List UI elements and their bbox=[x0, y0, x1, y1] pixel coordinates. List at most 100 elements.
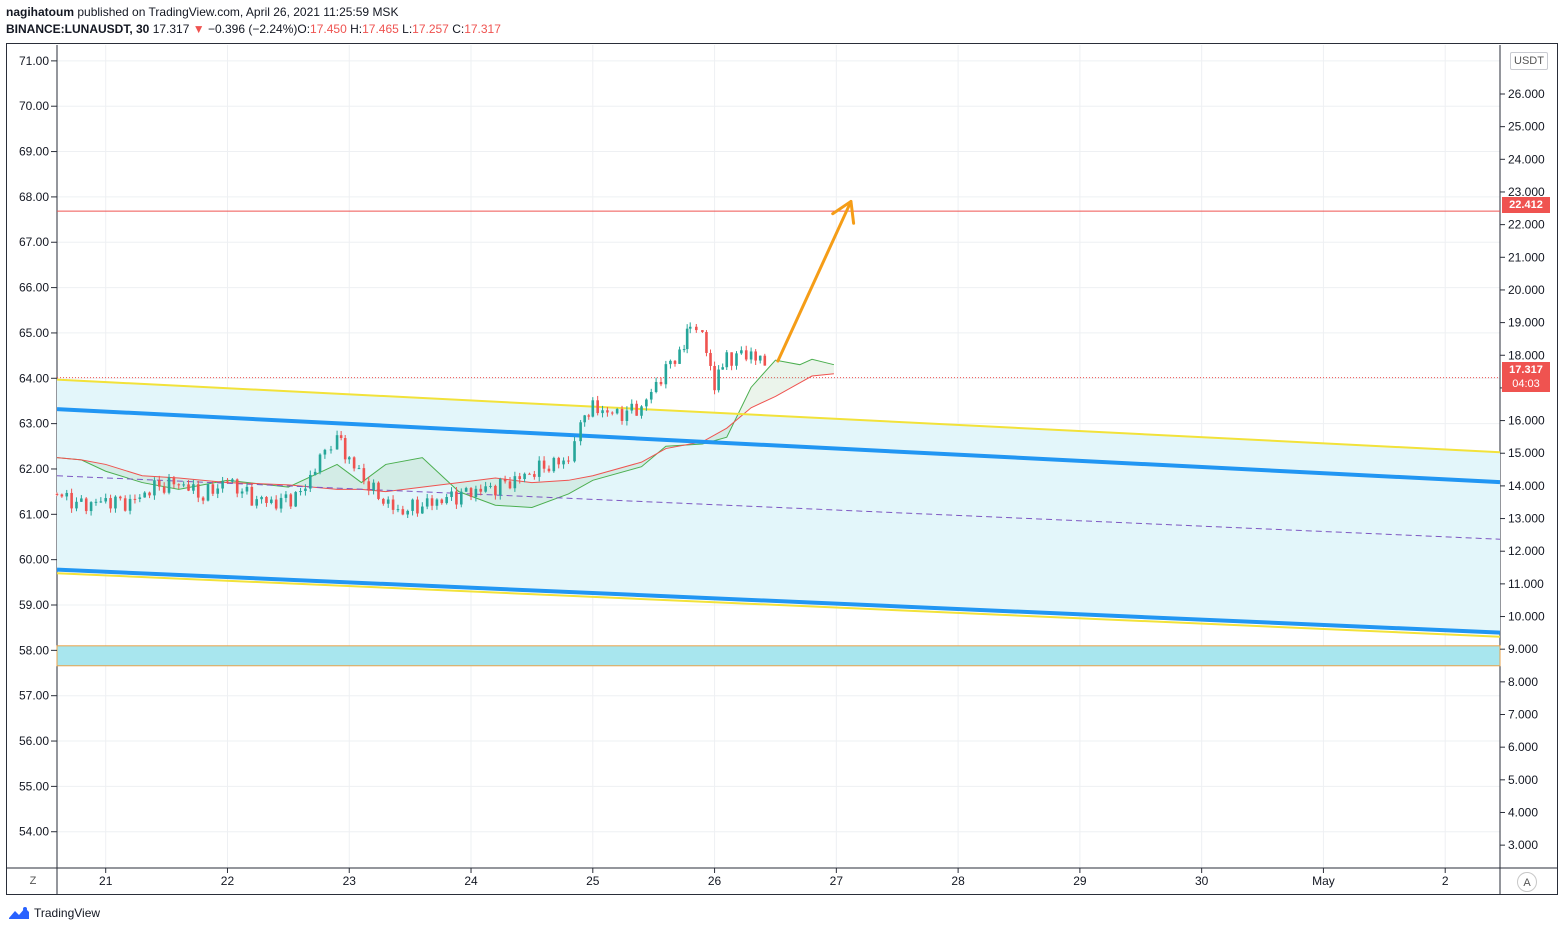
candle-body bbox=[260, 497, 263, 500]
right-axis-tick-label: 26.000 bbox=[1508, 87, 1545, 101]
close-label: C: bbox=[452, 22, 465, 36]
left-axis-tick-label: 68.00 bbox=[19, 190, 49, 204]
candle-body bbox=[299, 491, 302, 493]
candle-body bbox=[542, 460, 546, 469]
channel-line-lower-yellow bbox=[56, 572, 1501, 638]
candle-body bbox=[758, 355, 762, 361]
time-axis-tick-label: 2 bbox=[1442, 874, 1449, 888]
candle-body bbox=[367, 481, 371, 491]
candle-body bbox=[279, 497, 283, 509]
candle-body bbox=[65, 492, 69, 497]
candle-body bbox=[625, 410, 629, 421]
candle-body bbox=[177, 484, 181, 486]
candle-body bbox=[318, 454, 322, 472]
candle-body bbox=[138, 497, 142, 499]
candle-body bbox=[162, 486, 166, 493]
candle-body bbox=[528, 473, 531, 475]
left-axis-tick-label: 67.00 bbox=[19, 235, 49, 249]
time-axis-tick-label: 25 bbox=[586, 874, 600, 888]
left-axis-tick-label: 69.00 bbox=[19, 145, 49, 159]
candle-body bbox=[721, 367, 724, 370]
publish-info: nagihatoum published on TradingView.com,… bbox=[6, 5, 398, 19]
candle-body bbox=[573, 441, 576, 462]
candle-body bbox=[250, 486, 254, 506]
candle-body bbox=[659, 381, 663, 385]
left-axis-tick-label: 63.00 bbox=[19, 417, 49, 431]
candle-body bbox=[245, 486, 249, 492]
low-value: 17.257 bbox=[412, 22, 449, 36]
candle-body bbox=[587, 415, 591, 417]
target-price-tag: 22.412 bbox=[1502, 197, 1550, 213]
candle-body bbox=[172, 477, 176, 485]
candle-body bbox=[440, 499, 444, 504]
candle-body bbox=[284, 494, 288, 498]
timezone-button[interactable]: Z bbox=[29, 875, 37, 887]
candle-body bbox=[484, 486, 487, 492]
right-axis-tick-label: 3.000 bbox=[1508, 838, 1538, 852]
author[interactable]: nagihatoum bbox=[6, 5, 74, 19]
candle-body bbox=[503, 478, 507, 482]
support-zone bbox=[56, 645, 1501, 667]
candle-body bbox=[119, 496, 122, 499]
candle-body bbox=[386, 499, 390, 504]
left-axis-tick-label: 57.00 bbox=[19, 689, 49, 703]
low-label: L: bbox=[402, 22, 413, 36]
candle-body bbox=[235, 479, 239, 494]
currency-label[interactable]: USDT bbox=[1510, 52, 1548, 70]
left-axis-tick-label: 60.00 bbox=[19, 553, 49, 567]
candle-body bbox=[583, 415, 586, 423]
candle-body bbox=[567, 460, 570, 462]
candle-body bbox=[94, 501, 98, 503]
candle-body bbox=[211, 484, 215, 494]
candle-body bbox=[289, 494, 293, 507]
left-axis-tick-label: 71.00 bbox=[19, 54, 49, 68]
candle-body bbox=[479, 488, 483, 492]
candle-body bbox=[763, 355, 767, 366]
candle-body bbox=[148, 492, 151, 496]
candle-body bbox=[744, 350, 748, 360]
right-axis-tick-label: 22.000 bbox=[1508, 218, 1545, 232]
time-axis-tick-label: 26 bbox=[708, 874, 722, 888]
candle-body bbox=[579, 422, 582, 442]
symbol-name[interactable]: BINANCE:LUNAUSDT, 30 bbox=[6, 22, 150, 36]
candle-body bbox=[167, 477, 171, 493]
candle-body bbox=[114, 496, 117, 509]
candle-body bbox=[196, 484, 200, 498]
candle-body bbox=[270, 499, 273, 503]
right-axis-tick-label: 16.000 bbox=[1508, 414, 1545, 428]
left-axis-tick-label: 56.00 bbox=[19, 734, 49, 748]
candle-body bbox=[685, 328, 689, 350]
brand-footer[interactable]: TradingView bbox=[8, 906, 100, 920]
candle-body bbox=[357, 468, 361, 470]
candle-body bbox=[459, 491, 463, 505]
left-axis-tick-label: 70.00 bbox=[19, 99, 49, 113]
ichimoku-span-b bbox=[56, 373, 834, 493]
candle-body bbox=[673, 360, 677, 364]
candle-body bbox=[109, 498, 112, 509]
candle-body bbox=[216, 488, 220, 494]
tradingview-logo-icon bbox=[9, 907, 29, 919]
candle-body bbox=[450, 491, 453, 498]
high-value: 17.465 bbox=[362, 22, 399, 36]
candle-body bbox=[464, 488, 468, 492]
candle-body bbox=[695, 326, 698, 331]
candle-body bbox=[382, 498, 385, 504]
candle-body bbox=[304, 488, 307, 492]
candle-body bbox=[308, 474, 312, 489]
candle-body bbox=[425, 498, 429, 507]
auto-scale-button[interactable]: A bbox=[1517, 872, 1537, 892]
candle-body bbox=[494, 485, 497, 496]
right-axis-tick-label: 23.000 bbox=[1508, 185, 1545, 199]
projection-arrow-shaft bbox=[776, 199, 853, 363]
candle-body bbox=[221, 481, 224, 489]
candle-body bbox=[606, 410, 609, 413]
right-axis-tick-label: 5.000 bbox=[1508, 773, 1538, 787]
candle-body bbox=[435, 499, 439, 506]
last-price-tag: 17.317 bbox=[1502, 362, 1550, 378]
projection-arrow-head bbox=[831, 199, 856, 225]
candle-body bbox=[123, 498, 127, 511]
channel-line-upper-yellow bbox=[56, 378, 1501, 454]
channel-fill bbox=[57, 379, 1500, 633]
candle-body bbox=[339, 435, 343, 439]
